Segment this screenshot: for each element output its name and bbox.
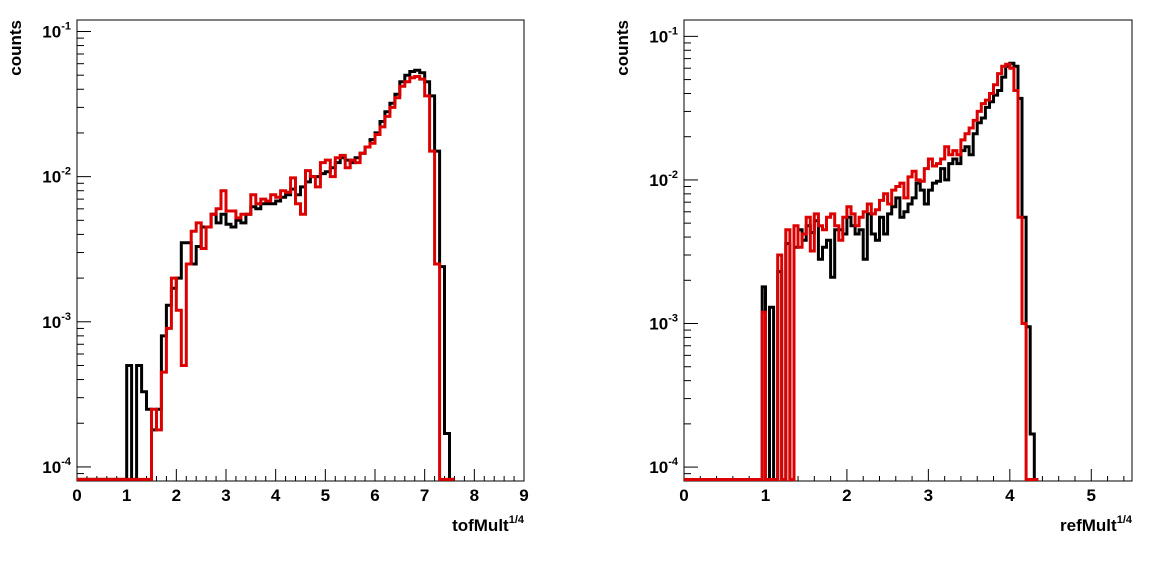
y-tick-label: 10-4: [649, 456, 679, 477]
y-tick-label: 10-2: [42, 166, 71, 187]
right-histogram-panel: 0 1 2 3 4 5 10-4 10-3 10-2 10-1 refMult1/4 counts: [613, 19, 1133, 535]
y-axis-label: counts: [613, 20, 632, 76]
x-tick-label: 4: [271, 486, 281, 505]
histogram-black-series: [77, 68, 455, 481]
y-tick-label: 10-3: [42, 311, 71, 332]
y-tick-label: 10-4: [42, 456, 72, 477]
x-axis-label: tofMult1/4: [452, 514, 525, 535]
x-tick-label: 6: [370, 486, 379, 505]
y-axis-label: counts: [6, 20, 25, 76]
x-tick-label: 1: [761, 486, 770, 505]
y-tick-label: 10-1: [42, 20, 71, 41]
y-tick-label: 10-1: [649, 25, 678, 46]
histogram-black-series: [684, 61, 1039, 481]
x-tick-label: 8: [470, 486, 479, 505]
x-tick-label: 5: [1087, 486, 1096, 505]
y-tick-label: 10-3: [649, 313, 678, 334]
plot-frame: [76, 19, 525, 482]
x-tick-label: 2: [172, 486, 181, 505]
x-tick-label: 2: [842, 486, 851, 505]
x-tick-label: 3: [221, 486, 230, 505]
x-tick-label: 7: [420, 486, 429, 505]
x-tick-label: 5: [321, 486, 330, 505]
x-axis-label: refMult1/4: [1060, 514, 1133, 535]
histogram-red-series: [684, 62, 1039, 481]
x-tick-label: 4: [1005, 486, 1015, 505]
y-tick-label: 10-2: [649, 169, 678, 190]
plot-frame: [683, 19, 1133, 482]
x-tick-label: 1: [122, 486, 131, 505]
left-histogram-panel: 0 1 2 3 4 5 6 7 8 9 10-4 10-3 10-2 10-1 tofMult1/4 coun…: [6, 19, 529, 535]
histogram-red-series: [77, 75, 455, 481]
x-tick-label: 0: [72, 486, 81, 505]
x-tick-label: 9: [519, 486, 528, 505]
x-tick-label: 3: [924, 486, 933, 505]
x-tick-label: 0: [679, 486, 688, 505]
